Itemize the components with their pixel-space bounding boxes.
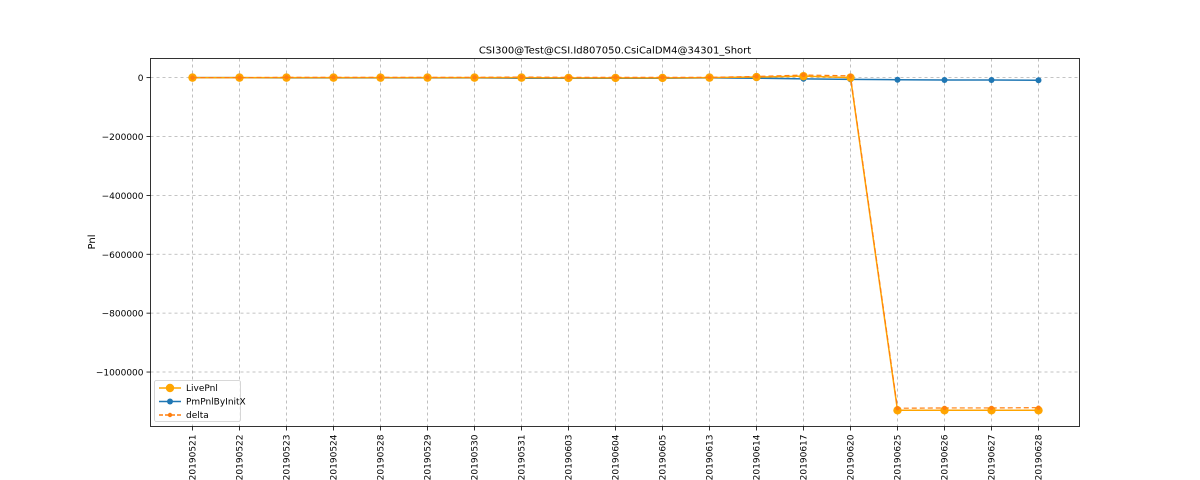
data-point-delta bbox=[378, 75, 383, 80]
data-point-delta bbox=[801, 72, 806, 78]
data-point-delta bbox=[848, 73, 853, 79]
legend-marker-pmpnlbyinitx bbox=[167, 398, 173, 405]
data-point-delta bbox=[895, 406, 900, 411]
y-tick-label: −800000 bbox=[102, 310, 144, 320]
x-tick-label: 20190626 bbox=[941, 434, 951, 480]
axes: 20190521 20190522 20190523 20190524 20190528… bbox=[96, 74, 1045, 480]
y-tick-label: −200000 bbox=[102, 133, 144, 143]
series-delta bbox=[190, 72, 1041, 411]
x-tick-label: 20190523 bbox=[283, 435, 293, 480]
chart-title: CSI300@Test@CSI.Id807050.CsiCalDM4@34301… bbox=[479, 46, 751, 57]
data-point-delta bbox=[331, 75, 336, 80]
data-point-delta bbox=[660, 75, 665, 80]
y-tick-label: −600000 bbox=[102, 251, 144, 261]
x-tick-label: 20190605 bbox=[659, 435, 669, 480]
x-tick-label: 20190528 bbox=[377, 434, 387, 480]
x-tick-label: 20190522 bbox=[236, 435, 246, 480]
y-tick-label: 0 bbox=[138, 74, 144, 84]
data-point-delta bbox=[284, 75, 289, 80]
plot-frame bbox=[150, 58, 1080, 427]
x-tick-label: 20190627 bbox=[988, 435, 998, 480]
x-tick-label: 20190628 bbox=[1035, 434, 1045, 480]
data-point-pmpnlbyinitx bbox=[941, 76, 948, 83]
y-tick-label: −1000000 bbox=[96, 369, 144, 379]
legend-marker-delta bbox=[167, 412, 173, 418]
x-tick-label: 20190614 bbox=[753, 434, 763, 480]
grid bbox=[150, 58, 1080, 427]
x-tick-label: 20190530 bbox=[471, 434, 481, 480]
data-point-delta bbox=[190, 75, 195, 80]
data-point-delta bbox=[754, 74, 759, 79]
data-point-delta bbox=[942, 405, 947, 411]
x-tick-label: 20190620 bbox=[847, 434, 857, 480]
data-point-pmpnlbyinitx bbox=[988, 76, 995, 83]
data-point-delta bbox=[519, 74, 524, 80]
data-point-pmpnlbyinitx bbox=[1035, 77, 1042, 84]
data-point-delta bbox=[425, 75, 430, 80]
legend-label-delta: delta bbox=[186, 411, 209, 421]
data-point-delta bbox=[566, 75, 571, 80]
y-tick-label: −400000 bbox=[102, 192, 144, 202]
x-tick-label: 20190529 bbox=[424, 434, 434, 480]
x-tick-label: 20190625 bbox=[894, 435, 904, 480]
x-tick-label: 20190524 bbox=[330, 434, 340, 480]
data-point-pmpnlbyinitx bbox=[894, 76, 901, 83]
legend: LivePnl PmPnlByInitX delta bbox=[154, 380, 246, 422]
x-tick-label: 20190617 bbox=[800, 435, 810, 480]
x-tick-label: 20190531 bbox=[518, 435, 528, 480]
legend-label-livepnl: LivePnl bbox=[186, 384, 218, 394]
x-tick-label: 20190603 bbox=[565, 435, 575, 480]
x-tick-label: 20190521 bbox=[189, 435, 199, 480]
y-axis-label: Pnl bbox=[87, 235, 98, 250]
data-point-delta bbox=[707, 75, 712, 80]
x-tick-label: 20190604 bbox=[612, 434, 622, 480]
legend-box bbox=[154, 380, 241, 422]
legend-label-pmpnlbyinitx: PmPnlByInitX bbox=[186, 398, 246, 408]
data-point-delta bbox=[472, 75, 477, 80]
data-point-delta bbox=[1036, 405, 1041, 410]
data-point-delta bbox=[237, 75, 242, 80]
plot-series bbox=[188, 71, 1043, 415]
data-point-delta bbox=[989, 405, 994, 411]
x-tick-label: 20190613 bbox=[706, 435, 716, 480]
data-point-delta bbox=[613, 75, 618, 80]
legend-marker-livepnl bbox=[165, 383, 175, 393]
